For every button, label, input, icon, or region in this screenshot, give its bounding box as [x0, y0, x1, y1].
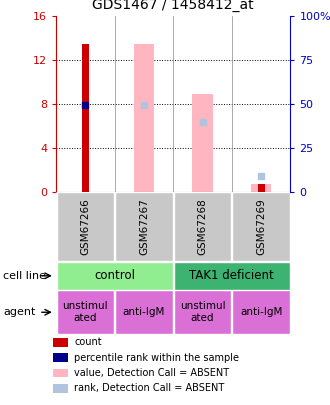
Bar: [232, 290, 290, 334]
Text: anti-IgM: anti-IgM: [123, 307, 165, 317]
Bar: [134, 44, 154, 192]
Bar: [232, 192, 290, 261]
Text: GSM67266: GSM67266: [81, 198, 90, 255]
Text: unstimul
ated: unstimul ated: [180, 301, 225, 323]
Text: cell line: cell line: [3, 271, 46, 281]
Text: agent: agent: [3, 307, 36, 317]
Bar: [57, 262, 173, 290]
Text: TAK1 deficient: TAK1 deficient: [189, 269, 274, 282]
Bar: [82, 44, 89, 192]
Text: unstimul
ated: unstimul ated: [63, 301, 108, 323]
Bar: [251, 183, 271, 192]
Bar: [258, 183, 265, 192]
Bar: [174, 192, 231, 261]
Text: GSM67268: GSM67268: [198, 198, 208, 255]
Text: GSM67267: GSM67267: [139, 198, 149, 255]
Text: anti-IgM: anti-IgM: [240, 307, 282, 317]
Text: control: control: [94, 269, 135, 282]
Bar: [174, 290, 231, 334]
Text: value, Detection Call = ABSENT: value, Detection Call = ABSENT: [74, 368, 229, 378]
Bar: [192, 94, 213, 192]
Title: GDS1467 / 1458412_at: GDS1467 / 1458412_at: [92, 0, 254, 13]
Text: percentile rank within the sample: percentile rank within the sample: [74, 353, 239, 362]
Text: rank, Detection Call = ABSENT: rank, Detection Call = ABSENT: [74, 384, 224, 393]
Text: GSM67269: GSM67269: [256, 198, 266, 255]
Bar: [57, 290, 114, 334]
Bar: [174, 262, 290, 290]
Bar: [57, 192, 114, 261]
Bar: [115, 290, 173, 334]
Text: count: count: [74, 337, 102, 347]
Bar: [115, 192, 173, 261]
